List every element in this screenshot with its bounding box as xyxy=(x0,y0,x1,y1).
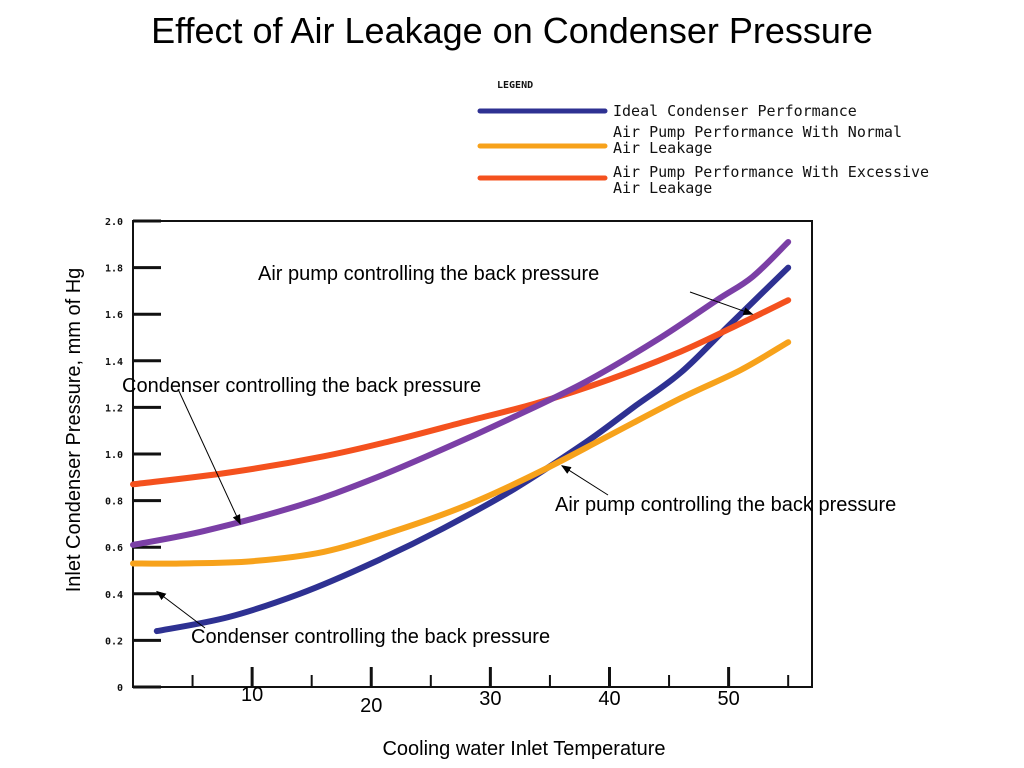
x-tick-label: 40 xyxy=(598,688,620,710)
annotation-label: Air pump controlling the back pressure xyxy=(555,494,896,516)
legend-heading: LEGEND xyxy=(497,80,533,91)
y-tick-label: 1.2 xyxy=(105,403,123,414)
annotation-arrow xyxy=(156,590,206,629)
x-tick-label: 30 xyxy=(479,688,501,710)
y-tick-label: 0.8 xyxy=(105,497,123,508)
y-tick-label: 1.0 xyxy=(105,450,123,461)
y-tick-label: 2.0 xyxy=(105,217,123,228)
y-tick-label: 1.6 xyxy=(105,310,123,321)
x-tick-label: 10 xyxy=(241,684,263,706)
annotation-label: Condenser controlling the back pressure xyxy=(122,375,481,397)
annotations: Air pump controlling the back pressure Co… xyxy=(122,263,896,648)
series-ideal-condenser xyxy=(153,264,792,635)
series-normal-leakage xyxy=(130,339,792,567)
y-tick-label: 1.4 xyxy=(105,357,123,368)
annotation-arrow xyxy=(177,388,241,525)
y-tick-label: 0.2 xyxy=(105,636,123,647)
series-combined-curve xyxy=(130,239,792,548)
x-axis: 10 20 30 40 50 xyxy=(191,667,790,717)
legend-label: Ideal Condenser Performance xyxy=(613,102,857,120)
series-excessive-leakage xyxy=(130,297,792,488)
annotation-label: Air pump controlling the back pressure xyxy=(258,263,599,285)
legend-label: Air Leakage xyxy=(613,139,712,157)
annotation-arrow xyxy=(560,465,609,496)
series-lines xyxy=(130,239,792,635)
chart-title: Effect of Air Leakage on Condenser Press… xyxy=(151,10,873,51)
y-tick-label: 0.6 xyxy=(105,543,123,554)
y-axis: 0 0.2 0.4 0.6 0.8 1.0 1.2 1.4 1.6 1.8 2.0 xyxy=(105,217,161,694)
x-tick-label: 20 xyxy=(360,695,382,717)
legend-label: Air Leakage xyxy=(613,179,712,197)
y-axis-title: Inlet Condenser Pressure, mm of Hg xyxy=(63,268,85,593)
annotation-arrow xyxy=(689,291,754,315)
legend-label: Air Pump Performance With Normal xyxy=(613,123,902,141)
y-tick-label: 0.4 xyxy=(105,590,123,601)
y-tick-label: 1.8 xyxy=(105,264,123,275)
x-axis-title: Cooling water Inlet Temperature xyxy=(382,738,665,760)
y-tick-label: 0 xyxy=(117,683,123,694)
legend-label: Air Pump Performance With Excessive xyxy=(613,163,929,181)
x-tick-label: 50 xyxy=(717,688,739,710)
legend: LEGEND Ideal Condenser Performance Air Pum… xyxy=(477,80,929,197)
annotation-label: Condenser controlling the back pressure xyxy=(191,626,550,648)
